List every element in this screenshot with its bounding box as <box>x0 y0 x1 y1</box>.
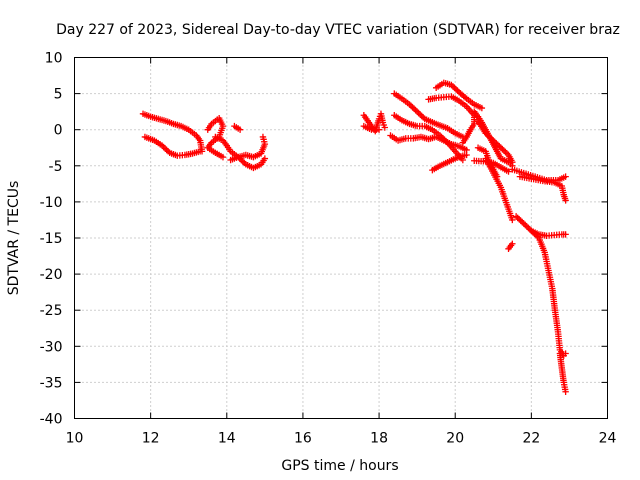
data-point <box>509 240 516 247</box>
y-tick-label: -25 <box>40 303 63 319</box>
x-tick-label: 18 <box>370 431 388 447</box>
x-tick-label: 24 <box>599 431 617 447</box>
data-point <box>236 126 244 133</box>
data-point <box>219 153 227 161</box>
x-tick-label: 10 <box>66 431 84 447</box>
y-tick-label: 5 <box>54 87 63 103</box>
chart-title: Day 227 of 2023, Sidereal Day-to-day VTE… <box>56 22 620 38</box>
data-point <box>562 388 569 395</box>
data-point <box>493 173 501 180</box>
y-tick-label: -40 <box>40 412 63 428</box>
data-point <box>505 168 512 175</box>
plot-frame <box>74 57 608 419</box>
y-tick-label: 10 <box>45 51 63 67</box>
data-point <box>509 158 516 166</box>
y-tick-label: -5 <box>49 159 63 175</box>
data-points <box>139 79 569 395</box>
y-tick-label: 0 <box>54 123 63 139</box>
y-tick-label: -20 <box>40 267 63 283</box>
data-point <box>562 173 569 180</box>
data-point <box>562 350 569 357</box>
y-tick-label: -15 <box>40 231 63 247</box>
x-tick-labels: 10 12 14 16 18 20 22 24 <box>66 431 617 447</box>
data-point <box>375 126 383 133</box>
data-point <box>196 148 204 155</box>
x-axis-label: GPS time / hours <box>281 458 398 474</box>
x-tick-label: 22 <box>522 431 540 447</box>
x-tick-label: 20 <box>446 431 464 447</box>
data-point <box>509 216 516 224</box>
y-axis-label: SDTVAR / TECUs <box>6 181 22 296</box>
x-tick-label: 12 <box>142 431 160 447</box>
x-tick-label: 16 <box>294 431 312 447</box>
data-point <box>463 151 470 159</box>
data-point <box>261 155 269 162</box>
data-point <box>459 139 467 146</box>
data-point <box>562 197 569 204</box>
y-tick-label: -10 <box>40 195 63 211</box>
data-point <box>259 133 267 141</box>
x-tick-label: 14 <box>218 431 236 447</box>
y-tick-label: -30 <box>40 339 63 355</box>
axis-ticks <box>74 57 608 419</box>
grid <box>74 57 608 419</box>
data-point <box>562 231 569 238</box>
data-point <box>381 124 388 131</box>
y-tick-labels: 10 5 0 -5 -10 -15 -20 -25 -30 -35 -40 <box>40 51 63 428</box>
data-point <box>478 104 486 112</box>
y-tick-label: -35 <box>40 375 63 391</box>
